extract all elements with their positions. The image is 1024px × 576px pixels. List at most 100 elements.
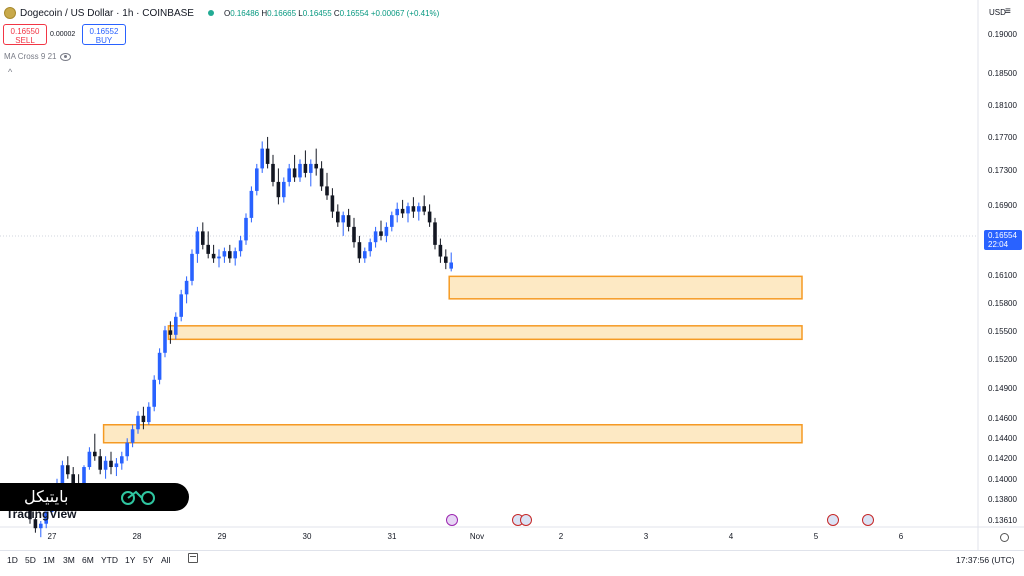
price-tick-label: 0.19000 — [988, 30, 1017, 39]
candle-body — [222, 251, 227, 257]
candle-body — [276, 181, 281, 198]
candle-body — [152, 379, 156, 407]
indicator-legend[interactable]: MA Cross 9 21 — [4, 52, 72, 61]
timeframe-button-ytd[interactable]: YTD — [101, 555, 118, 565]
candle-body — [71, 474, 75, 484]
candle-body — [217, 256, 221, 259]
candle-body — [82, 467, 86, 486]
timeframe-button-all[interactable]: All — [161, 555, 171, 565]
bottom-toolbar — [0, 550, 1024, 571]
price-tick-label: 0.14600 — [988, 414, 1017, 423]
buy-button[interactable]: 0.16552 BUY — [82, 24, 126, 45]
candle-body — [384, 226, 389, 236]
candle-body — [184, 280, 189, 295]
candle-body — [28, 510, 32, 520]
price-tick-label: 0.18500 — [988, 69, 1017, 78]
candle-body — [265, 148, 270, 164]
candle-body — [211, 253, 216, 259]
candle-body — [201, 231, 205, 245]
candle-body — [373, 231, 378, 243]
settings-gear-icon[interactable] — [1000, 533, 1009, 542]
candle-body — [341, 215, 345, 223]
time-tick-label: 29 — [217, 532, 227, 541]
candle-body — [103, 460, 108, 470]
candle-body — [179, 294, 183, 317]
candle-body — [427, 211, 432, 223]
price-tick-label: 0.16100 — [988, 271, 1017, 280]
candle-body — [174, 316, 178, 335]
ohlc-readout: O0.16486 H0.16665 L0.16455 C0.16554 +0.0… — [223, 8, 440, 18]
candle-body — [168, 330, 173, 335]
time-tick-label: 28 — [132, 532, 142, 541]
price-tick-label: 0.15800 — [988, 299, 1017, 308]
candle-body — [190, 253, 194, 281]
candle-body — [379, 231, 383, 236]
current-price-tag: 0.16554 22:04 — [984, 230, 1022, 250]
candle-body — [87, 451, 92, 468]
timeframe-button-1d[interactable]: 1D — [7, 555, 18, 565]
candle-body — [336, 211, 340, 223]
candle-body — [363, 251, 367, 259]
candle-body — [98, 456, 102, 470]
symbol-header: Dogecoin / US Dollar · 1h · COINBASE O0.… — [4, 6, 439, 20]
candle-body — [244, 217, 248, 241]
candle-body — [39, 523, 43, 529]
time-tick-label: 27 — [47, 532, 57, 541]
candle-body — [206, 244, 210, 254]
eye-icon[interactable] — [60, 52, 72, 61]
watermark-text: بایتیکل — [24, 487, 69, 506]
us-flag-event-icon[interactable] — [862, 514, 874, 526]
time-tick-label: 5 — [813, 532, 819, 541]
symbol-title[interactable]: Dogecoin / US Dollar · 1h · COINBASE — [20, 7, 194, 19]
price-tick-label: 0.16900 — [988, 201, 1017, 210]
us-flag-event-icon[interactable] — [827, 514, 839, 526]
candle-body — [271, 163, 275, 182]
candle-body — [438, 244, 443, 257]
collapse-chevron-icon[interactable]: ^ — [8, 67, 13, 77]
candle-body — [260, 148, 264, 169]
price-tick-label: 0.15200 — [988, 355, 1017, 364]
price-tick-label: 0.14400 — [988, 434, 1017, 443]
menu-icon[interactable]: ≡ — [1005, 6, 1011, 17]
candle-body — [114, 463, 119, 468]
timeframe-button-1m[interactable]: 1M — [43, 555, 55, 565]
candle-body — [141, 415, 146, 423]
bicycle-logo-icon — [121, 490, 155, 505]
candle-body — [400, 208, 405, 214]
candle-body — [449, 262, 453, 269]
candle-body — [357, 242, 362, 259]
candle-body — [136, 415, 140, 430]
timeframe-button-3m[interactable]: 3M — [63, 555, 75, 565]
candle-body — [255, 168, 259, 191]
timeframe-button-5d[interactable]: 5D — [25, 555, 36, 565]
time-tick-label: Nov — [469, 532, 485, 541]
sell-button[interactable]: 0.16550 SELL — [3, 24, 47, 45]
candle-body — [319, 168, 324, 187]
timeframe-button-1y[interactable]: 1Y — [125, 555, 136, 565]
candle-body — [330, 195, 335, 212]
candle-body — [228, 251, 232, 259]
timeframe-button-5y[interactable]: 5Y — [143, 555, 154, 565]
time-tick-label: 31 — [387, 532, 397, 541]
currency-selector[interactable]: USD — [989, 8, 1006, 17]
candle-body — [433, 222, 437, 245]
candle-body — [125, 442, 129, 457]
us-flag-event-icon[interactable] — [520, 514, 532, 526]
price-tick-label: 0.17300 — [988, 166, 1017, 175]
date-range-calendar-icon[interactable] — [188, 553, 198, 563]
candle-body — [249, 190, 254, 218]
price-tick-label: 0.14200 — [988, 454, 1017, 463]
utc-clock[interactable]: 17:37:56 (UTC) — [956, 555, 1015, 565]
time-tick-label: 30 — [302, 532, 312, 541]
supply-demand-zone — [102, 424, 803, 444]
supply-demand-zone — [448, 275, 803, 300]
event-flash-icon[interactable] — [446, 514, 458, 526]
dogecoin-icon — [4, 7, 16, 19]
price-tick-label: 0.14900 — [988, 384, 1017, 393]
watermark-banner — [0, 483, 189, 511]
candle-body — [444, 256, 448, 263]
candle-body — [395, 208, 399, 216]
candle-body — [33, 519, 38, 529]
timeframe-button-6m[interactable]: 6M — [82, 555, 94, 565]
